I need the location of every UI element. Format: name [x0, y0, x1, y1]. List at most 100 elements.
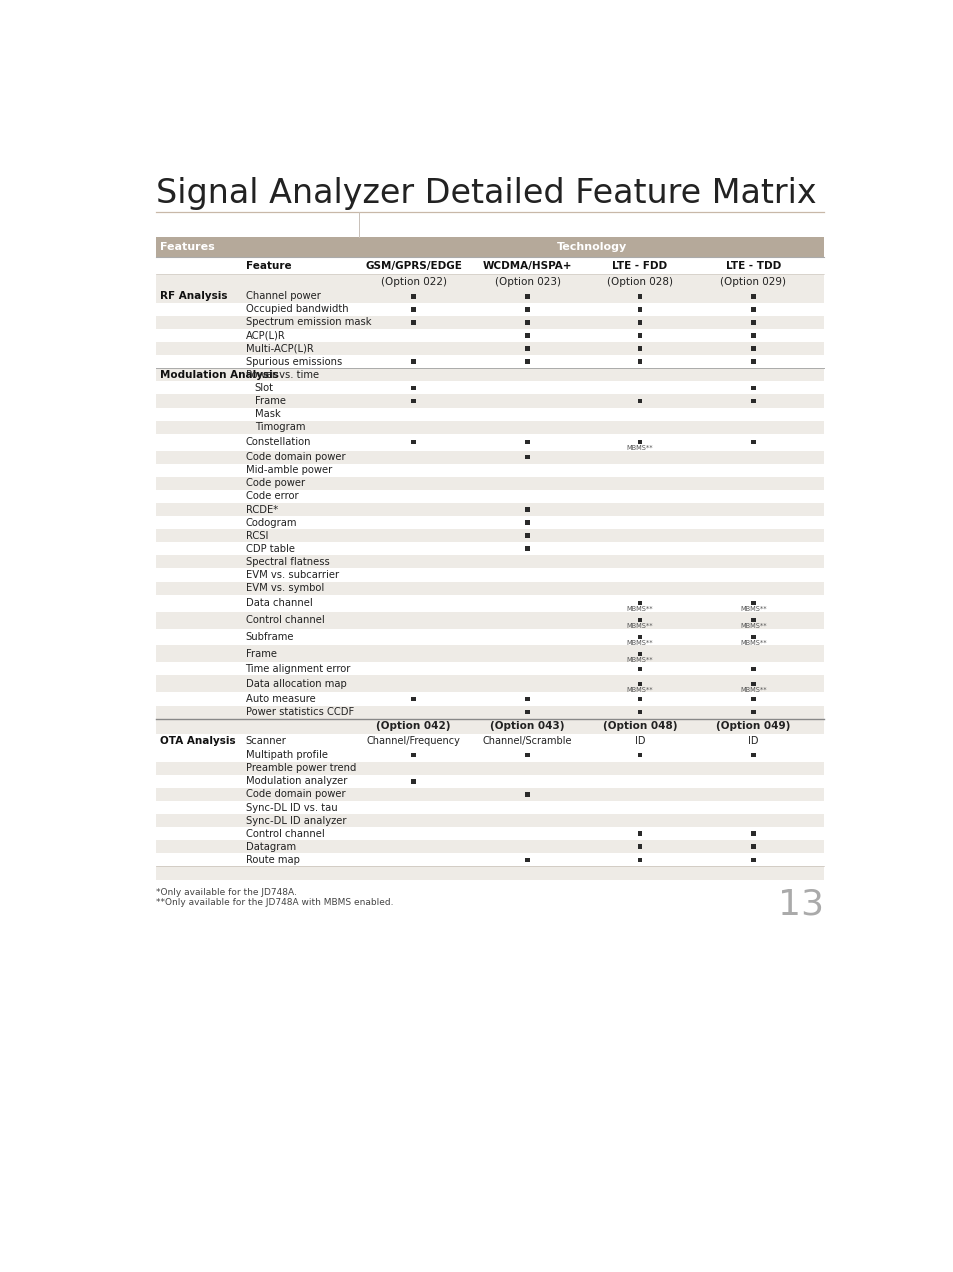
Bar	[155, 841, 823, 854]
Text: Modulation analyzer: Modulation analyzer	[245, 776, 347, 786]
Text: Code domain power: Code domain power	[245, 452, 345, 462]
Bar	[525, 333, 530, 338]
Bar	[525, 508, 530, 511]
Bar	[750, 667, 755, 672]
Bar	[750, 753, 755, 757]
Text: Control channel: Control channel	[245, 616, 324, 625]
Bar	[155, 775, 823, 787]
Text: Mask: Mask	[254, 410, 280, 418]
Text: (Option 048): (Option 048)	[602, 721, 677, 731]
Text: Sync-DL ID vs. tau: Sync-DL ID vs. tau	[245, 803, 336, 813]
Bar	[155, 477, 823, 490]
Bar	[155, 854, 823, 866]
Text: RCDE*: RCDE*	[245, 505, 277, 515]
Bar	[155, 421, 823, 434]
Bar	[750, 385, 755, 391]
Bar	[637, 294, 641, 299]
Text: 13: 13	[778, 888, 823, 922]
Bar	[155, 238, 823, 257]
Text: EVM vs. subcarrier: EVM vs. subcarrier	[245, 570, 338, 580]
Text: Power statistics CCDF: Power statistics CCDF	[245, 707, 354, 717]
Bar	[411, 398, 416, 403]
Text: Spectrum emission mask: Spectrum emission mask	[245, 318, 371, 327]
Bar	[525, 792, 530, 796]
Bar	[155, 612, 823, 628]
Text: CDP table: CDP table	[245, 544, 294, 553]
Text: Sync-DL ID analyzer: Sync-DL ID analyzer	[245, 815, 346, 826]
Bar	[155, 434, 823, 450]
Bar	[155, 628, 823, 645]
Text: LTE - TDD: LTE - TDD	[725, 261, 780, 271]
Text: Route map: Route map	[245, 855, 299, 865]
Text: Power vs. time: Power vs. time	[245, 370, 318, 380]
Bar	[637, 333, 641, 338]
Bar	[155, 464, 823, 477]
Text: Codogram: Codogram	[245, 518, 296, 528]
Bar	[155, 275, 823, 290]
Bar	[750, 294, 755, 299]
Text: MBMS**: MBMS**	[740, 687, 765, 693]
Bar	[155, 645, 823, 663]
Text: RCSI: RCSI	[245, 530, 268, 541]
Text: Code domain power: Code domain power	[245, 790, 345, 799]
Bar	[750, 398, 755, 403]
Bar	[750, 682, 755, 687]
Bar	[155, 762, 823, 775]
Bar	[155, 814, 823, 827]
Text: MBMS**: MBMS**	[626, 687, 653, 693]
Bar	[637, 600, 641, 605]
Text: Mid-amble power: Mid-amble power	[245, 466, 332, 476]
Bar	[525, 547, 530, 551]
Text: Multi-ACP(L)R: Multi-ACP(L)R	[245, 343, 313, 354]
Text: MBMS**: MBMS**	[740, 640, 765, 646]
Text: Feature: Feature	[245, 261, 291, 271]
Bar	[155, 663, 823, 675]
Bar	[637, 618, 641, 622]
Bar	[750, 346, 755, 351]
Bar	[411, 294, 416, 299]
Text: Technology: Technology	[557, 243, 626, 252]
Bar	[155, 502, 823, 516]
Bar	[525, 520, 530, 525]
Bar	[411, 697, 416, 701]
Bar	[750, 635, 755, 640]
Bar	[750, 440, 755, 444]
Bar	[155, 382, 823, 394]
Bar	[155, 866, 823, 880]
Bar	[155, 556, 823, 569]
Bar	[155, 801, 823, 814]
Bar	[637, 440, 641, 444]
Bar	[637, 321, 641, 324]
Text: Timogram: Timogram	[254, 422, 305, 432]
Bar	[155, 450, 823, 464]
Text: (Option 049): (Option 049)	[716, 721, 789, 731]
Text: (Option 022): (Option 022)	[380, 277, 446, 287]
Bar	[637, 845, 641, 850]
Bar	[525, 455, 530, 459]
Bar	[155, 734, 823, 749]
Text: GSM/GPRS/EDGE: GSM/GPRS/EDGE	[365, 261, 461, 271]
Text: Constellation: Constellation	[245, 438, 311, 448]
Text: Features: Features	[160, 243, 214, 252]
Text: EVM vs. symbol: EVM vs. symbol	[245, 583, 323, 593]
Bar	[750, 845, 755, 850]
Text: ACP(L)R: ACP(L)R	[245, 331, 285, 341]
Bar	[750, 600, 755, 605]
Text: MBMS**: MBMS**	[626, 658, 653, 663]
Bar	[525, 346, 530, 351]
Bar	[525, 697, 530, 701]
Bar	[155, 490, 823, 502]
Bar	[750, 307, 755, 312]
Bar	[411, 385, 416, 391]
Text: Channel power: Channel power	[245, 291, 320, 301]
Text: Data channel: Data channel	[245, 598, 312, 608]
Text: **Only available for the JD748A with MBMS enabled.: **Only available for the JD748A with MBM…	[155, 898, 393, 907]
Bar	[750, 697, 755, 701]
Bar	[155, 257, 823, 275]
Text: (Option 042): (Option 042)	[376, 721, 451, 731]
Bar	[411, 440, 416, 444]
Bar	[750, 618, 755, 622]
Bar	[525, 360, 530, 364]
Text: Data allocation map: Data allocation map	[245, 679, 346, 689]
Bar	[155, 329, 823, 342]
